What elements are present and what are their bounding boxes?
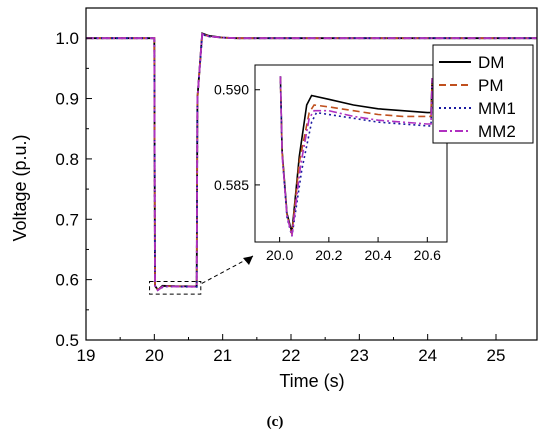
main-plot-frame [85,7,538,341]
legend: DM PM MM1 MM2 [432,44,534,144]
y-tick-label: 0.5 [55,331,79,350]
inset-series-line-pm [279,76,433,235]
inset-x-tick-label: 20.2 [315,247,342,263]
zoom-arrow-line [201,255,254,284]
main-plot-area: 19 20 21 22 23 24 25 0.5 0.6 0.7 0.8 0.9 1.0 [55,7,538,365]
x-tick-label: 25 [487,346,506,365]
x-tick-label: 22 [282,346,301,365]
figure-caption: (c) [267,414,284,430]
x-tick-label: 23 [350,346,369,365]
y-axis-label: Voltage (p.u.) [10,134,30,241]
inset-frame [254,64,448,243]
x-tick-label: 20 [145,346,164,365]
inset-y-tick-label: 0.585 [214,177,249,193]
y-tick-label: 0.6 [55,271,79,290]
y-tick-label: 0.8 [55,150,79,169]
x-axis-label: Time (s) [279,371,344,391]
legend-label-mm2: MM2 [478,122,516,141]
inset-x-tick-label: 20.6 [414,247,441,263]
inset-x-tick-label: 20.0 [266,247,293,263]
inset-background [255,65,447,242]
zoom-region-box [149,280,202,295]
legend-label-dm: DM [478,53,504,72]
inset-y-tick-label: 0.590 [214,82,249,98]
x-tick-label: 24 [418,346,437,365]
y-tick-label: 0.7 [55,210,79,229]
legend-label-pm: PM [478,76,504,95]
legend-label-mm1: MM1 [478,99,516,118]
x-tick-label: 19 [77,346,96,365]
zoom-arrow-head [243,256,253,265]
y-tick-label: 0.9 [55,90,79,109]
inset-plot-area: 20.0 20.2 20.4 20.6 0.585 0.590 [214,64,448,263]
y-tick-label: 1.0 [55,29,79,48]
x-tick-label: 21 [213,346,232,365]
inset-x-tick-label: 20.4 [364,247,391,263]
series-line-mm2 [86,32,537,292]
